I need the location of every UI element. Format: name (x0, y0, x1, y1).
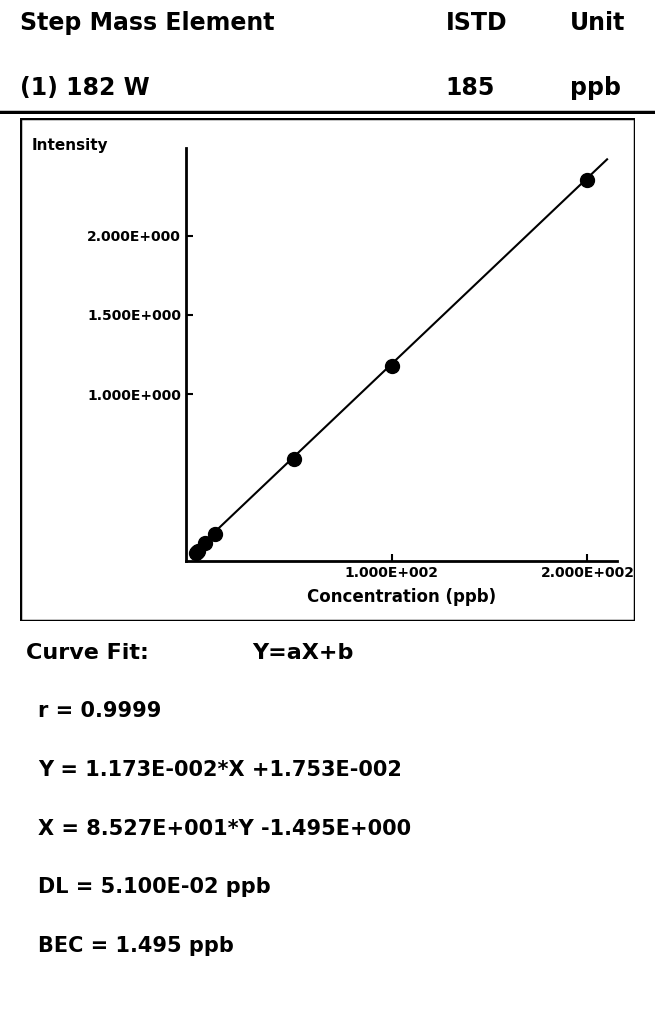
Text: Concentration (ppb): Concentration (ppb) (307, 588, 496, 606)
Text: Step Mass Element: Step Mass Element (20, 10, 274, 34)
Text: Unit: Unit (570, 10, 626, 34)
Text: Intensity: Intensity (32, 138, 109, 154)
Point (200, 535, 211, 551)
Point (193, 542, 203, 559)
Text: Y=aX+b: Y=aX+b (252, 642, 354, 663)
Point (582, 172, 593, 188)
Text: X = 8.527E+001*Y -1.495E+000: X = 8.527E+001*Y -1.495E+000 (38, 819, 411, 838)
Text: ppb: ppb (570, 77, 621, 100)
Text: Curve Fit:: Curve Fit: (26, 642, 149, 663)
Point (288, 451, 299, 468)
Point (210, 526, 221, 542)
Point (191, 543, 202, 560)
Point (386, 359, 397, 375)
Point (191, 544, 201, 561)
Text: Y = 1.173E-002*X +1.753E-002: Y = 1.173E-002*X +1.753E-002 (38, 761, 402, 780)
Text: BEC = 1.495 ppb: BEC = 1.495 ppb (38, 936, 234, 956)
Text: r = 0.9999: r = 0.9999 (38, 701, 162, 721)
Text: 185: 185 (445, 77, 495, 100)
Text: (1) 182 W: (1) 182 W (20, 77, 149, 100)
Text: ISTD: ISTD (445, 10, 507, 34)
Text: DL = 5.100E-02 ppb: DL = 5.100E-02 ppb (38, 878, 271, 898)
